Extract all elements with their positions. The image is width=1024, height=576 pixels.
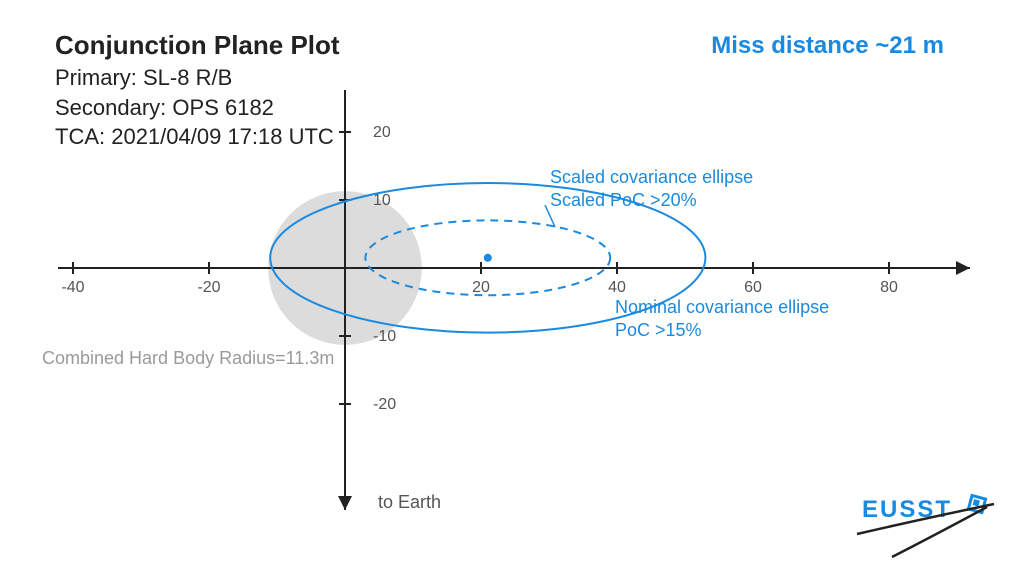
y-tick-label: -20 — [373, 396, 396, 413]
y-axis-arrow — [338, 496, 352, 510]
nominal-ellipse-annotation: Nominal covariance ellipse PoC >15% — [615, 296, 829, 343]
nominal-line2: PoC >15% — [615, 319, 829, 342]
eusst-logo: EUSST — [852, 489, 1002, 564]
scaled-line2: Scaled PoC >20% — [550, 189, 753, 212]
y-tick-label: -10 — [373, 328, 396, 345]
x-axis-arrow — [956, 261, 970, 275]
nominal-line1: Nominal covariance ellipse — [615, 296, 829, 319]
hardbody-radius-label: Combined Hard Body Radius=11.3m — [42, 348, 334, 369]
x-tick-label: -40 — [61, 279, 84, 296]
x-tick-label: 20 — [472, 279, 490, 296]
secondary-object-point — [484, 254, 492, 262]
y-tick-label: 20 — [373, 124, 391, 141]
scaled-line1: Scaled covariance ellipse — [550, 166, 753, 189]
x-tick-label: 80 — [880, 279, 898, 296]
logo-text: EUSST — [862, 496, 952, 523]
earth-direction-label: to Earth — [378, 492, 441, 513]
x-tick-label: -20 — [197, 279, 220, 296]
x-tick-label: 40 — [608, 279, 626, 296]
scaled-ellipse-annotation: Scaled covariance ellipse Scaled PoC >20… — [550, 166, 753, 213]
x-tick-label: 60 — [744, 279, 762, 296]
